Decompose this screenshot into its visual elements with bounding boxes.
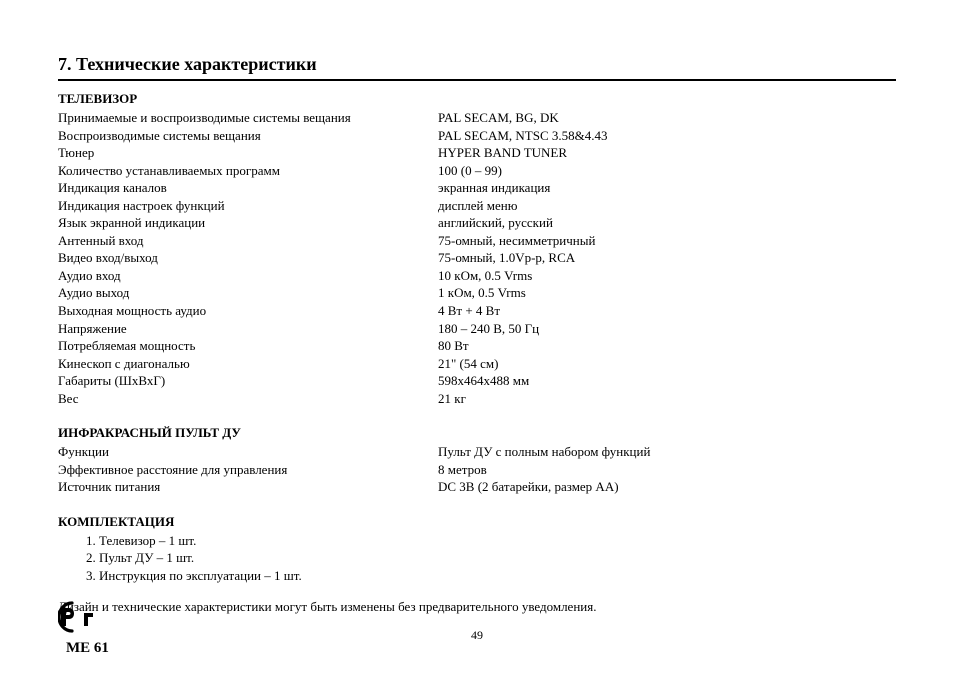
spec-value: 1 кОм, 0.5 Vrms — [438, 284, 896, 302]
spec-value: Пульт ДУ с полным набором функций — [438, 443, 896, 461]
package-section-title: КОМПЛЕКТАЦИЯ — [58, 514, 896, 530]
spec-label: Габариты (ШхВхГ) — [58, 372, 438, 390]
spec-value: HYPER BAND TUNER — [438, 144, 896, 162]
spec-row: ФункцииПульт ДУ с полным набором функций — [58, 443, 896, 461]
spec-row: Аудио вход10 кОм, 0.5 Vrms — [58, 267, 896, 285]
spec-label: Выходная мощность аудио — [58, 302, 438, 320]
spec-value: 10 кОм, 0.5 Vrms — [438, 267, 896, 285]
spec-label: Источник питания — [58, 478, 438, 496]
spec-row: ТюнерHYPER BAND TUNER — [58, 144, 896, 162]
spec-label: Принимаемые и воспроизводимые системы ве… — [58, 109, 438, 127]
spec-label: Кинескоп с диагональю — [58, 355, 438, 373]
spec-value: 80 Вт — [438, 337, 896, 355]
spec-label: Индикация каналов — [58, 179, 438, 197]
spec-label: Аудио выход — [58, 284, 438, 302]
spec-value: 75-омный, несимметричный — [438, 232, 896, 250]
spec-row: Габариты (ШхВхГ)598х464х488 мм — [58, 372, 896, 390]
spec-value: 21" (54 см) — [438, 355, 896, 373]
spec-row: Воспроизводимые системы вещанияPAL SECAM… — [58, 127, 896, 145]
tv-section-title: ТЕЛЕВИЗОР — [58, 91, 896, 107]
spec-label: Потребляемая мощность — [58, 337, 438, 355]
footer: ME 61 49 — [58, 600, 896, 657]
spec-value: 100 (0 – 99) — [438, 162, 896, 180]
spec-value: PAL SECAM, NTSC 3.58&4.43 — [438, 127, 896, 145]
spec-value: 8 метров — [438, 461, 896, 479]
spec-value: PAL SECAM, BG, DK — [438, 109, 896, 127]
spec-value: 598х464х488 мм — [438, 372, 896, 390]
spec-value: 75-омный, 1.0Vp-p, RCA — [438, 249, 896, 267]
spec-row: Индикация настроек функцийдисплей меню — [58, 197, 896, 215]
section-heading: 7. Технические характеристики — [58, 54, 896, 81]
remote-section-title: ИНФРАКРАСНЫЙ ПУЛЬТ ДУ — [58, 425, 896, 441]
spec-row: Антенный вход75-омный, несимметричный — [58, 232, 896, 250]
spec-label: Язык экранной индикации — [58, 214, 438, 232]
spec-value: DC 3В (2 батарейки, размер АА) — [438, 478, 896, 496]
spec-row: Индикация каналовэкранная индикация — [58, 179, 896, 197]
spec-row: Вес21 кг — [58, 390, 896, 408]
spec-value: 4 Вт + 4 Вт — [438, 302, 896, 320]
spec-label: Антенный вход — [58, 232, 438, 250]
spec-row: Напряжение180 – 240 В, 50 Гц — [58, 320, 896, 338]
spec-label: Индикация настроек функций — [58, 197, 438, 215]
spec-label: Тюнер — [58, 144, 438, 162]
remote-spec-table: ФункцииПульт ДУ с полным набором функций… — [58, 443, 896, 496]
spec-row: Кинескоп с диагональю21" (54 см) — [58, 355, 896, 373]
spec-label: Эффективное расстояние для управления — [58, 461, 438, 479]
spec-value: экранная индикация — [438, 179, 896, 197]
spec-value: 21 кг — [438, 390, 896, 408]
list-item: 3. Инструкция по эксплуатации – 1 шт. — [86, 567, 896, 585]
list-item: 2. Пульт ДУ – 1 шт. — [86, 549, 896, 567]
spec-label: Аудио вход — [58, 267, 438, 285]
page-number: 49 — [58, 628, 896, 643]
spec-label: Воспроизводимые системы вещания — [58, 127, 438, 145]
spec-value: английский, русский — [438, 214, 896, 232]
spec-row: Аудио выход1 кОм, 0.5 Vrms — [58, 284, 896, 302]
spec-row: Источник питанияDC 3В (2 батарейки, разм… — [58, 478, 896, 496]
spec-row: Потребляемая мощность80 Вт — [58, 337, 896, 355]
spec-row: Выходная мощность аудио4 Вт + 4 Вт — [58, 302, 896, 320]
spec-label: Функции — [58, 443, 438, 461]
tv-spec-table: Принимаемые и воспроизводимые системы ве… — [58, 109, 896, 407]
list-item: 1. Телевизор – 1 шт. — [86, 532, 896, 550]
spec-row: Принимаемые и воспроизводимые системы ве… — [58, 109, 896, 127]
spec-row: Эффективное расстояние для управления8 м… — [58, 461, 896, 479]
package-list: 1. Телевизор – 1 шт.2. Пульт ДУ – 1 шт.3… — [86, 532, 896, 585]
spec-row: Язык экранной индикациианглийский, русск… — [58, 214, 896, 232]
spec-value: 180 – 240 В, 50 Гц — [438, 320, 896, 338]
spec-label: Вес — [58, 390, 438, 408]
spec-label: Видео вход/выход — [58, 249, 438, 267]
spec-label: Количество устанавливаемых программ — [58, 162, 438, 180]
spec-value: дисплей меню — [438, 197, 896, 215]
spec-row: Количество устанавливаемых программ100 (… — [58, 162, 896, 180]
spec-row: Видео вход/выход75-омный, 1.0Vp-p, RCA — [58, 249, 896, 267]
spec-label: Напряжение — [58, 320, 438, 338]
